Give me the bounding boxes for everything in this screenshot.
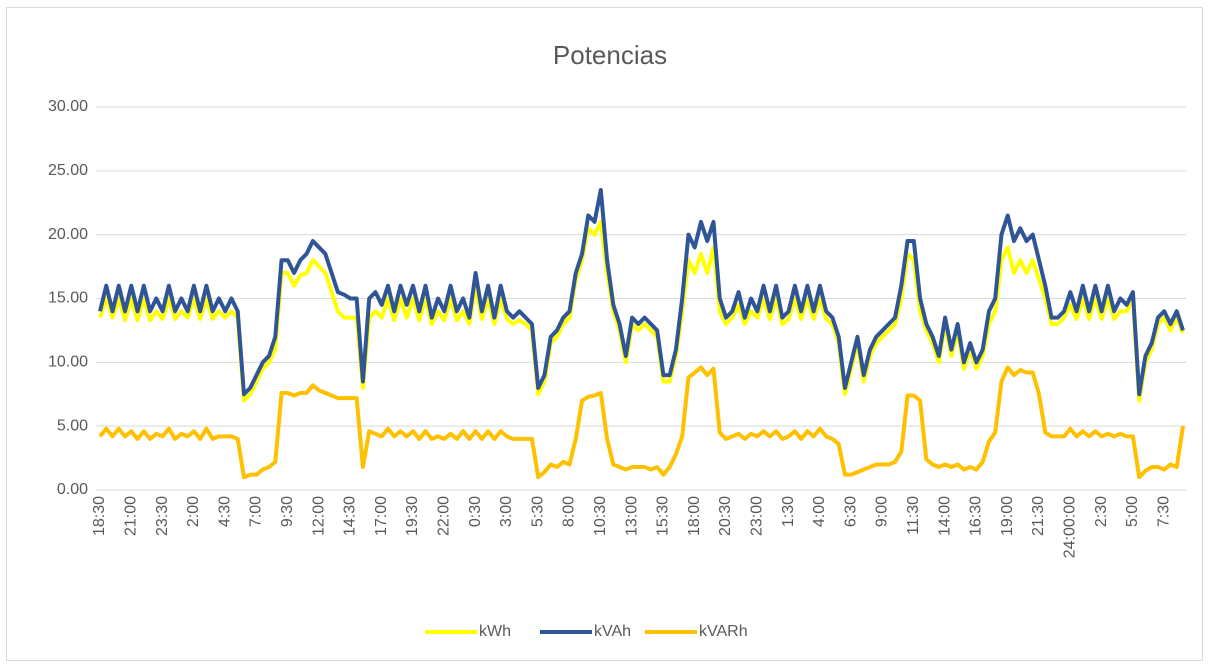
x-tick-label: 19:30 <box>404 496 421 536</box>
x-tick-label: 12:00 <box>310 496 327 536</box>
x-tick-label: 4:00 <box>811 496 828 527</box>
x-tick-label: 2:00 <box>185 496 202 527</box>
legend-label: kVARh <box>699 623 748 640</box>
x-tick-label: 14:30 <box>342 496 359 536</box>
y-tick-label: 5.00 <box>57 417 88 434</box>
x-tick-label: 22:00 <box>436 496 453 536</box>
x-tick-label: 6:30 <box>842 496 859 527</box>
x-tick-label: 9:30 <box>279 496 296 527</box>
legend-label: kWh <box>479 623 511 640</box>
x-tick-label: 0:30 <box>467 496 484 527</box>
x-tick-label: 18:30 <box>91 496 108 536</box>
legend-label: kVAh <box>594 623 631 640</box>
series-line <box>98 187 1185 397</box>
x-tick-label: 5:00 <box>1124 496 1141 527</box>
y-tick-label: 30.00 <box>48 98 88 115</box>
x-tick-label: 17:00 <box>373 496 390 536</box>
y-tick-label: 20.00 <box>48 226 88 243</box>
x-tick-label: 15:30 <box>655 496 672 536</box>
x-tick-label: 5:30 <box>529 496 546 527</box>
x-tick-label: 14:00 <box>936 496 953 536</box>
x-tick-label: 3:00 <box>498 496 515 527</box>
x-tick-label: 21:00 <box>123 496 140 536</box>
y-tick-label: 10.00 <box>48 354 88 371</box>
x-tick-label: 20:30 <box>717 496 734 536</box>
y-tick-label: 25.00 <box>48 162 88 179</box>
x-tick-label: 1:30 <box>780 496 797 527</box>
x-tick-label: 24:00:00 <box>1062 496 1079 558</box>
x-tick-label: 13:00 <box>623 496 640 536</box>
x-tick-label: 19:00 <box>999 496 1016 536</box>
chart-border <box>6 7 1203 661</box>
x-tick-label: 18:00 <box>686 496 703 536</box>
x-tick-label: 7:30 <box>1155 496 1172 527</box>
x-tick-label: 2:30 <box>1093 496 1110 527</box>
x-tick-label: 10:30 <box>592 496 609 536</box>
x-tick-label: 16:30 <box>968 496 985 536</box>
x-tick-label: 7:00 <box>248 496 265 527</box>
chart-title: Potencias <box>553 40 667 70</box>
y-tick-label: 0.00 <box>57 481 88 498</box>
x-tick-label: 9:00 <box>874 496 891 527</box>
y-tick-label: 15.00 <box>48 290 88 307</box>
x-tick-label: 21:30 <box>1030 496 1047 536</box>
x-tick-label: 8:00 <box>561 496 578 527</box>
x-tick-label: 11:30 <box>905 496 922 535</box>
series-line <box>98 365 1185 480</box>
x-tick-label: 23:30 <box>154 496 171 536</box>
x-tick-label: 23:00 <box>749 496 766 536</box>
x-tick-label: 4:30 <box>216 496 233 527</box>
